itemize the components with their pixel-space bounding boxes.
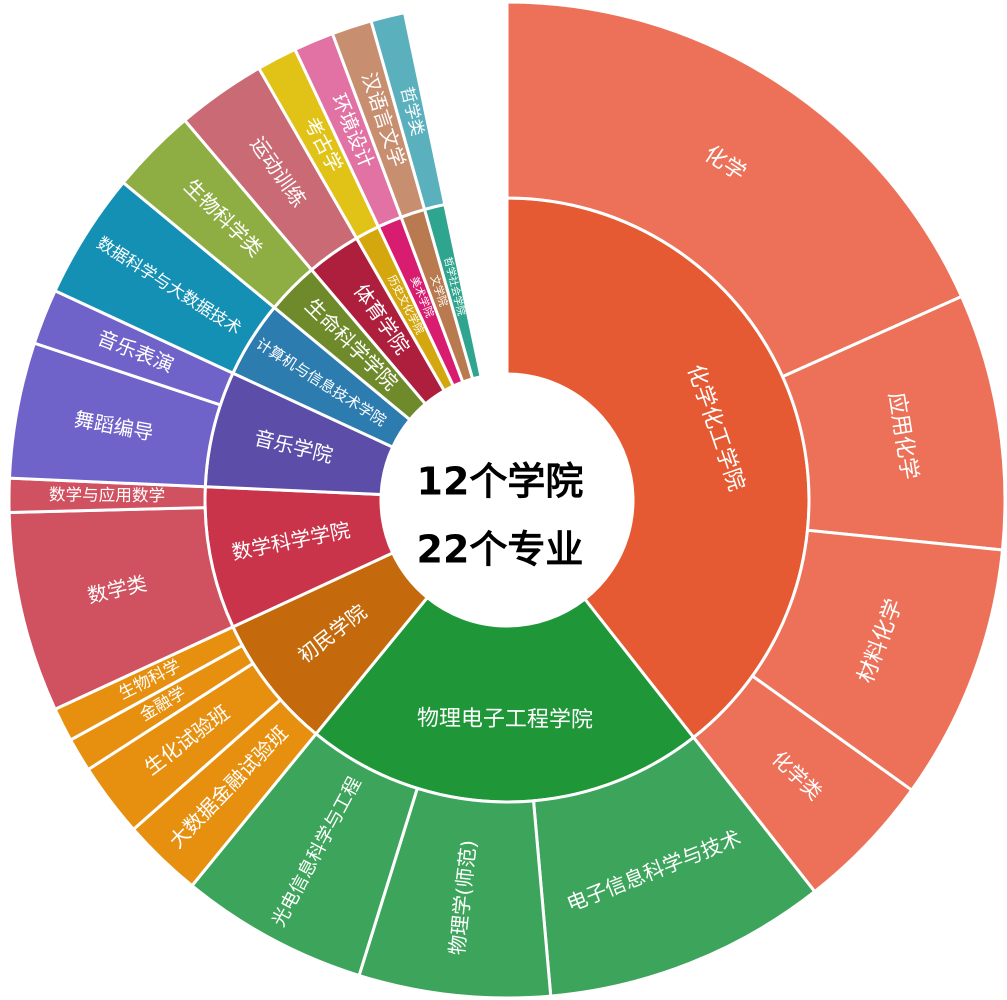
- major-segment-0[interactable]: [505, 0, 964, 379]
- center-label-colleges: 12个学院: [417, 460, 584, 504]
- center-hole: [381, 374, 633, 626]
- major-label-12: 数学与应用数学: [49, 485, 165, 505]
- major-segment-21[interactable]: [369, 10, 447, 212]
- center-label-majors: 22个专业: [417, 528, 584, 572]
- outer-ring: [7, 0, 1007, 1000]
- college-label-1: 物理电子工程学院: [417, 706, 593, 733]
